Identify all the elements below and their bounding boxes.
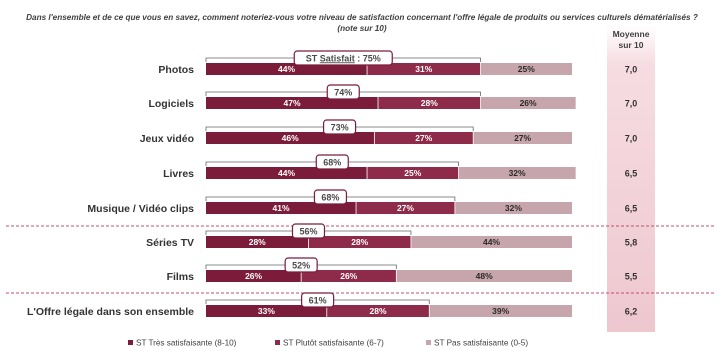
data-label: 31% [415, 64, 432, 74]
legend-label: ST Plutôt satisfaisante (6-7) [283, 339, 384, 348]
data-label: 39% [492, 306, 509, 316]
bar-segment [480, 97, 576, 109]
average-value: 6,2 [625, 307, 638, 317]
bar-segment [206, 305, 327, 317]
data-label: 26% [245, 271, 262, 281]
data-label: 48% [476, 271, 493, 281]
bar-segment [206, 202, 357, 214]
legend-swatch [426, 340, 431, 345]
bar-segment [206, 270, 302, 282]
category-label: Musique / Vidéo clips [87, 203, 194, 215]
bar-segment [410, 236, 572, 248]
data-label: 28% [370, 306, 387, 316]
legend-swatch [275, 340, 280, 345]
data-label: 32% [505, 203, 522, 213]
bar-segment [308, 236, 411, 248]
st-satisfait-value: ST Satisfait : 75% [306, 53, 381, 63]
average-value: 5,5 [625, 272, 638, 282]
data-label: 28% [351, 237, 368, 247]
data-label: 32% [509, 168, 526, 178]
bar-segment [206, 236, 309, 248]
average-header-line2: sur 10 [618, 40, 643, 50]
bar-segment [301, 270, 397, 282]
st-satisfait-box [326, 84, 360, 100]
st-satisfait-box [293, 50, 393, 66]
average-value: 6,5 [625, 204, 638, 214]
question-note: (note sur 10) [337, 24, 387, 33]
bar-segment [429, 305, 572, 317]
average-value: 5,8 [625, 238, 638, 248]
bar-segment [206, 167, 368, 179]
data-label: 28% [249, 237, 266, 247]
data-label: 26% [340, 271, 357, 281]
bar-segment [206, 63, 368, 75]
category-label: Jeux vidéo [140, 133, 194, 145]
st-satisfait-value: 73% [331, 122, 349, 132]
data-label: 27% [415, 133, 432, 143]
bar-segment [367, 63, 481, 75]
category-label: Logiciels [148, 98, 194, 110]
legend-label: ST Très satisfaisante (8-10) [136, 339, 237, 348]
average-value: 7,0 [625, 65, 638, 75]
data-label: 28% [421, 98, 438, 108]
data-label: 44% [278, 64, 295, 74]
legend-label: ST Pas satisfaisante (0-5) [434, 339, 528, 348]
survey-question: Dans l'ensemble et de ce que vous en sav… [4, 12, 720, 34]
data-label: 25% [404, 168, 421, 178]
bar-segment [458, 167, 576, 179]
st-satisfait-box [322, 119, 357, 135]
average-value: 7,0 [625, 99, 638, 109]
st-satisfait-box [301, 292, 335, 308]
legend: ST Très satisfaisante (8-10) ST Plutôt sa… [128, 339, 528, 348]
data-label: 44% [278, 168, 295, 178]
data-label: 46% [282, 133, 299, 143]
data-label: 41% [273, 203, 290, 213]
question-text: Dans l'ensemble et de ce que vous en sav… [26, 13, 698, 22]
category-label: L'Offre légale dans son ensemble [27, 306, 194, 318]
st-satisfait-value: 68% [323, 157, 341, 167]
category-label: Livres [163, 168, 194, 180]
average-value: 6,5 [625, 169, 638, 179]
category-label: Photos [158, 64, 194, 76]
category-label: Séries TV [146, 237, 194, 249]
data-label: 44% [483, 237, 500, 247]
st-satisfait-box [291, 223, 326, 239]
st-satisfait-value: 68% [321, 192, 339, 202]
average-header-line1: Moyenne [613, 29, 650, 39]
bar-segment [473, 132, 572, 144]
data-label: 27% [514, 133, 531, 143]
average-value: 7,0 [625, 134, 638, 144]
data-label: 27% [397, 203, 414, 213]
bar-segment [396, 270, 572, 282]
bar-segment [326, 305, 430, 317]
data-label: 47% [284, 98, 301, 108]
bar-segment [206, 132, 375, 144]
st-satisfait-box [313, 189, 348, 205]
bar-segment [367, 167, 459, 179]
legend-swatch [128, 340, 133, 345]
data-label: 25% [518, 64, 535, 74]
bar-segment [374, 132, 474, 144]
data-label: 33% [258, 306, 275, 316]
bar-segment [206, 97, 379, 109]
bar-segment [378, 97, 481, 109]
data-label: 26% [520, 98, 537, 108]
st-satisfait-value: 61% [309, 295, 327, 305]
average-column-background [607, 26, 655, 332]
bar-segment [454, 202, 572, 214]
bar-segment [356, 202, 455, 214]
st-satisfait-value: 74% [334, 87, 352, 97]
category-label: Films [167, 271, 195, 283]
st-satisfait-box [284, 257, 318, 273]
bar-segment [480, 63, 572, 75]
st-satisfait-value: 52% [292, 260, 310, 270]
st-satisfait-box [315, 154, 349, 170]
st-satisfait-value: 56% [299, 226, 317, 236]
